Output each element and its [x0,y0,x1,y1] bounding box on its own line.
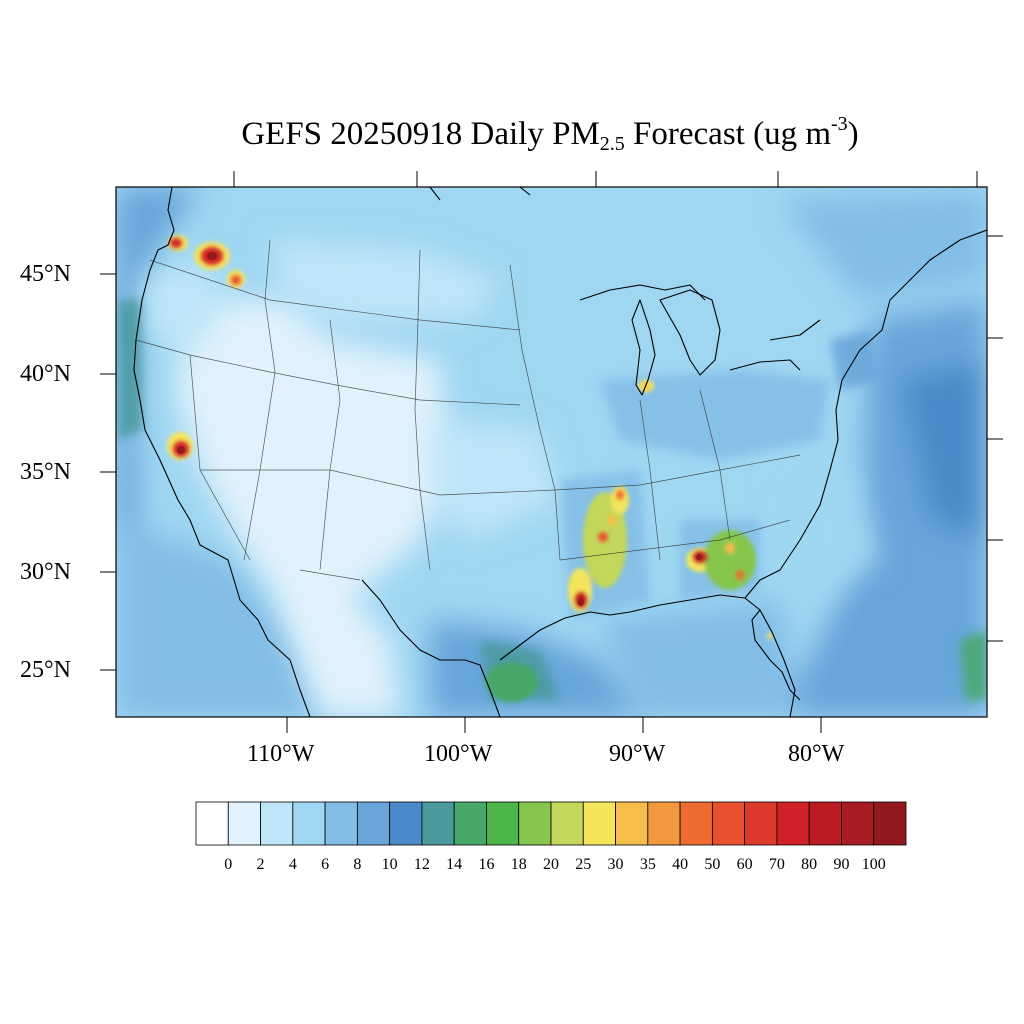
colorbar-label: 40 [672,856,689,873]
title-middle: Forecast (ug m [624,116,831,152]
lat-label: 35°N [20,459,71,485]
colorbar-swatch [421,801,455,846]
colorbar-swatch [486,801,520,846]
lat-label: 40°N [20,361,71,387]
title-prefix: GEFS 20250918 Daily PM [241,116,600,152]
colorbar-label: 8 [353,856,362,873]
concentration-field [116,187,987,717]
title-superscript: -3 [831,113,848,135]
hotspot-layer [167,235,773,702]
lat-label: 30°N [20,559,71,585]
lon-label: 100°W [424,741,493,767]
colorbar-swatch [679,801,713,846]
colorbar-swatch [195,801,229,846]
colorbar-label: 60 [736,856,753,873]
colorbar-swatch [518,801,552,846]
colorbar-swatch [744,801,778,846]
map-frame [115,186,988,718]
colorbar-label: 80 [801,856,818,873]
colorbar-label: 70 [768,856,785,873]
colorbar-label: 100 [861,856,886,873]
colorbar-label: 30 [607,856,624,873]
lon-label: 80°W [788,741,845,767]
title-suffix: ) [847,116,859,152]
colorbar-label: 16 [478,856,495,873]
colorbar-swatch [808,801,842,846]
colorbar-swatch [227,801,261,846]
colorbar-label: 25 [575,856,592,873]
lat-label: 45°N [20,261,71,287]
colorbar-swatch [873,801,907,846]
colorbar-label: 20 [543,856,559,873]
colorbar-label: 12 [413,856,430,873]
colorbar-swatch [389,801,423,846]
map-title: GEFS 20250918 Daily PM2.5 Forecast (ug m… [0,112,1024,156]
colorbar-swatch [615,801,649,846]
colorbar-swatch [324,801,358,846]
state-borders [135,239,801,581]
colorbar-label: 6 [321,856,330,873]
colorbar-label: 0 [224,856,233,873]
colorbar-label: 4 [288,856,297,873]
colorbar-swatch [776,801,810,846]
colorbar-swatch [647,801,681,846]
coastlines [133,187,987,717]
colorbar-label: 10 [381,856,398,873]
lon-label: 90°W [609,741,666,767]
colorbar-label: 90 [833,856,850,873]
colorbar-swatch [292,801,326,846]
colorbar-swatch [260,801,294,846]
colorbar-label: 35 [639,856,656,873]
colorbar-swatch [582,801,616,846]
colorbar [195,801,907,846]
colorbar-swatch [453,801,487,846]
colorbar-swatch [356,801,391,846]
colorbar-label: 2 [256,856,265,873]
lat-label: 25°N [20,657,71,683]
colorbar-label: 18 [510,856,527,873]
colorbar-label: 50 [704,856,721,873]
title-subscript: 2.5 [599,133,625,155]
lon-label: 110°W [247,741,315,767]
colorbar-label: 14 [446,856,463,873]
colorbar-swatch [711,801,746,846]
axis-ticks [100,171,1003,733]
colorbar-swatch [550,801,584,846]
colorbar-swatch [841,801,875,846]
